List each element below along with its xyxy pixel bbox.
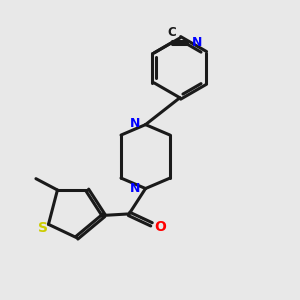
- Text: N: N: [130, 182, 140, 195]
- Text: N: N: [192, 36, 202, 49]
- Text: C: C: [167, 26, 176, 39]
- Text: N: N: [130, 117, 140, 130]
- Text: O: O: [154, 220, 166, 234]
- Text: S: S: [38, 221, 48, 235]
